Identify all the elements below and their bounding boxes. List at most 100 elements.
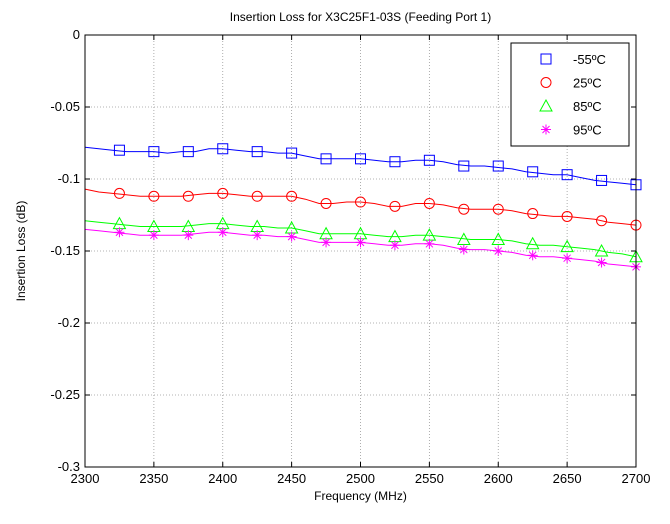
circle-marker (527, 208, 539, 220)
square-marker (492, 160, 504, 172)
y-tick-label: -0.25 (50, 387, 80, 402)
circle-marker (320, 197, 332, 209)
square-marker (540, 53, 552, 65)
legend-label: 85ºC (573, 99, 602, 114)
square-marker (423, 154, 435, 166)
square-marker (458, 160, 470, 172)
x-tick-label: 2700 (622, 471, 651, 486)
asterisk-stroke (218, 228, 227, 237)
asterisk-marker (321, 237, 332, 248)
circle-marker (148, 190, 160, 202)
legend-label: 95ºC (573, 123, 602, 138)
square-marker (561, 169, 573, 181)
chart-title: Insertion Loss for X3C25F1-03S (Feeding … (230, 10, 491, 24)
asterisk-stroke (459, 245, 468, 254)
asterisk-stroke (391, 241, 399, 250)
legend-box (510, 42, 630, 147)
axis-ticks: 2300 2350 2400 2450 2500 2550 2600 2650 2700 0 -0.… (50, 27, 650, 486)
legend-item: 25ºC (540, 76, 602, 91)
series (84, 187, 642, 231)
triangle-marker (560, 239, 574, 253)
asterisk-stroke (150, 231, 158, 240)
asterisk-marker (527, 250, 538, 261)
y-tick-label: 0 (73, 27, 80, 42)
asterisk-marker (424, 238, 435, 249)
series-group (84, 143, 643, 272)
x-tick-label: 2350 (139, 471, 168, 486)
legend-label: 25ºC (573, 76, 602, 91)
legend-item: -55ºC (540, 52, 606, 67)
square-marker (148, 146, 160, 158)
circle-marker (596, 215, 608, 227)
y-axis-label: Insertion Loss (dB) (14, 201, 28, 302)
triangle-marker (539, 98, 553, 112)
asterisk-marker (389, 240, 400, 251)
y-tick-label: -0.1 (58, 171, 80, 186)
legend-item: 85ºC (539, 98, 602, 114)
square-marker (389, 156, 401, 168)
square-marker (113, 144, 125, 156)
asterisk-marker (541, 124, 551, 135)
asterisk-marker (458, 244, 469, 255)
asterisk-stroke (356, 238, 365, 247)
x-tick-label: 2300 (71, 471, 100, 486)
circle-marker (286, 190, 298, 202)
asterisk-marker (183, 230, 194, 241)
square-marker (596, 174, 608, 186)
legend-label: -55ºC (573, 52, 606, 67)
asterisk-stroke (542, 125, 550, 134)
y-tick-label: -0.15 (50, 243, 80, 258)
y-tick-label: -0.3 (58, 459, 80, 474)
asterisk-marker (286, 231, 297, 242)
asterisk-stroke (115, 228, 124, 237)
x-axis-label: Frequency (MHz) (314, 489, 407, 503)
legend-item: 95ºC (541, 123, 602, 138)
x-tick-label: 2500 (346, 471, 375, 486)
circle-marker (423, 197, 435, 209)
square-marker (182, 146, 194, 158)
asterisk-marker (355, 237, 366, 248)
circle-marker (389, 200, 401, 212)
y-tick-label: -0.05 (50, 99, 80, 114)
circle-marker (355, 196, 366, 208)
circle-marker (182, 190, 194, 202)
asterisk-stroke (184, 231, 193, 240)
asterisk-stroke (528, 251, 537, 260)
series-line (84, 220, 637, 258)
series-line (84, 146, 637, 186)
triangle-marker (456, 232, 471, 245)
asterisk-marker (148, 230, 159, 241)
square-marker (286, 147, 298, 159)
circle-marker (561, 210, 573, 222)
series (84, 143, 642, 191)
circle-marker (540, 77, 552, 88)
square-marker (320, 153, 332, 165)
asterisk-stroke (425, 239, 434, 248)
x-tick-label: 2400 (208, 471, 237, 486)
asterisk-stroke (563, 254, 571, 263)
asterisk-stroke (287, 232, 296, 241)
asterisk-marker (114, 227, 125, 238)
asterisk-marker (252, 230, 263, 241)
asterisk-marker (493, 246, 504, 256)
asterisk-marker (596, 257, 607, 268)
asterisk-stroke (494, 247, 503, 255)
asterisk-stroke (253, 231, 262, 240)
triangle-marker (525, 236, 540, 250)
square-marker (355, 153, 366, 165)
square-marker (251, 146, 263, 158)
legend: -55ºC 25ºC 85ºC 95ºC (510, 42, 630, 147)
asterisk-marker (562, 253, 573, 264)
asterisk-stroke (322, 238, 330, 247)
x-tick-label: 2650 (553, 471, 582, 486)
x-tick-label: 2550 (415, 471, 444, 486)
asterisk-marker (217, 227, 228, 238)
circle-marker (113, 187, 125, 199)
circle-marker (458, 203, 470, 215)
triangle-marker (491, 232, 506, 245)
circle-marker (251, 190, 263, 202)
circle-marker (217, 187, 229, 199)
asterisk-stroke (597, 258, 606, 267)
